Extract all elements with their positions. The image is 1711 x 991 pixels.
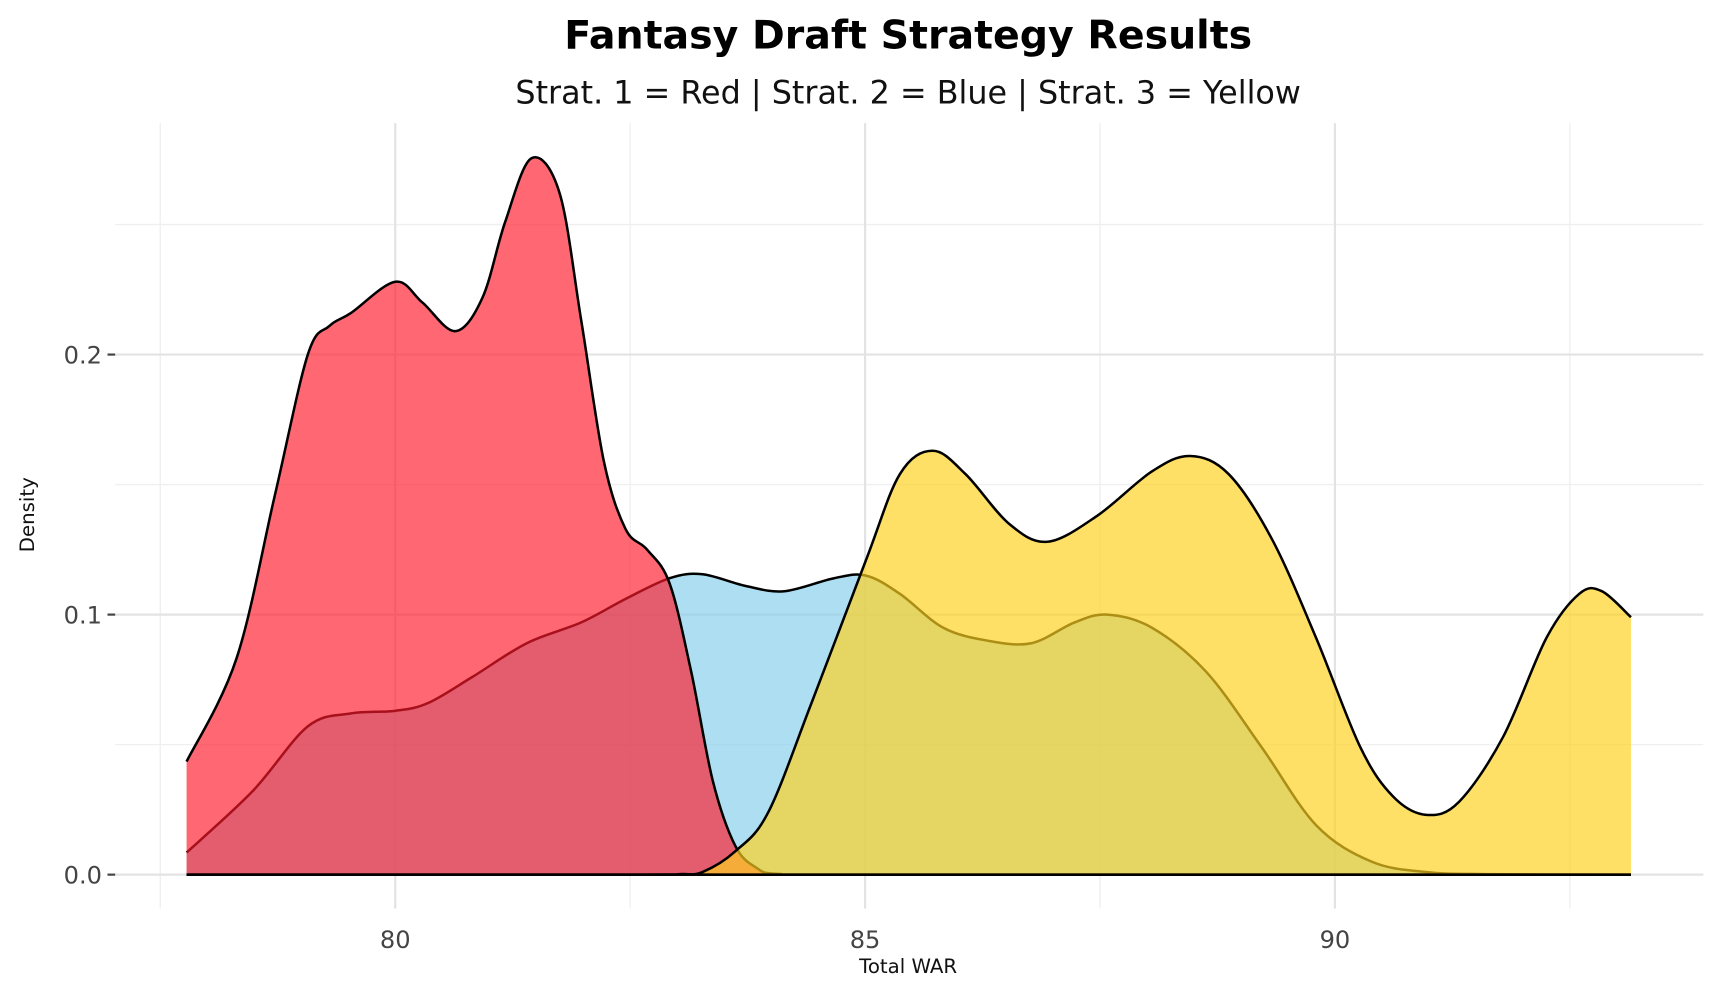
axes: 80 85 90 0.0 0.1 0.2 — [64, 341, 1351, 954]
chart-subtitle: Strat. 1 = Red | Strat. 2 = Blue | Strat… — [515, 74, 1300, 111]
y-tick-label: 0.1 — [64, 601, 102, 629]
x-tick-label: 80 — [380, 926, 411, 954]
density-areas — [185, 156, 1632, 876]
density-area-strat-1 — [186, 157, 1631, 875]
y-tick-label: 0.2 — [64, 341, 102, 369]
y-tick-label: 0.0 — [64, 861, 102, 889]
x-axis-label: Total WAR — [858, 955, 957, 978]
x-tick-label: 85 — [850, 926, 881, 954]
density-line-strat-3 — [186, 449, 1632, 876]
density-area-strat-3 — [186, 450, 1631, 875]
x-tick-label: 90 — [1320, 926, 1351, 954]
y-axis-label: Density — [16, 477, 39, 552]
chart-title: Fantasy Draft Strategy Results — [564, 13, 1252, 59]
